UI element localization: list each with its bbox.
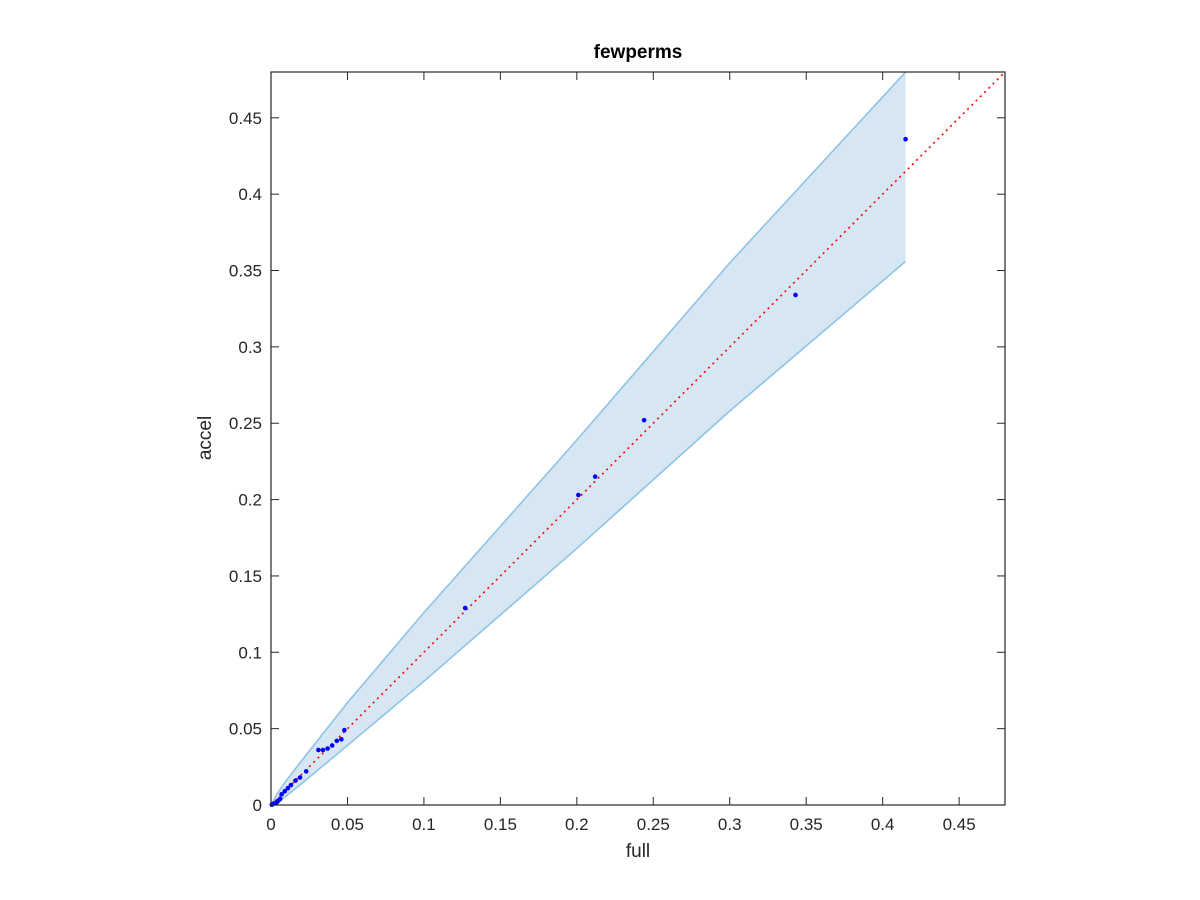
x-tick-label: 0.35 xyxy=(790,815,823,834)
data-point xyxy=(903,136,908,142)
data-point xyxy=(325,746,330,751)
y-tick-label: 0 xyxy=(253,796,262,815)
axes-frame xyxy=(270,71,1006,806)
reference-line xyxy=(270,71,1006,806)
y-axis-ticks: 0 0.05 0.1 0.15 0.2 0.25 0.3 0.35 0.4 0.45 xyxy=(229,109,1005,815)
x-axis-ticks: 0 0.05 0.1 0.15 0.2 0.25 0.3 0.35 0.4 0.45 xyxy=(266,72,976,834)
y-tick-label: 0.05 xyxy=(229,720,262,739)
y-tick-label: 0.45 xyxy=(229,109,262,128)
data-point xyxy=(303,769,309,774)
data-point xyxy=(576,492,581,498)
x-tick-label: 0.25 xyxy=(637,815,670,834)
x-tick-label: 0.15 xyxy=(484,815,517,834)
y-tick-label: 0.35 xyxy=(229,262,262,281)
data-point xyxy=(279,792,285,797)
data-point xyxy=(342,727,347,733)
plot-box xyxy=(270,71,1006,806)
data-point xyxy=(293,778,298,783)
y-axis-title: accel xyxy=(195,416,216,460)
data-point xyxy=(641,417,647,423)
y-tick-label: 0.4 xyxy=(238,185,262,204)
data-point xyxy=(320,747,326,753)
data-point xyxy=(592,474,598,479)
y-tick-label: 0.3 xyxy=(238,338,262,357)
chart-title: fewperms xyxy=(594,42,683,63)
x-tick-label: 0.4 xyxy=(871,815,895,834)
data-points xyxy=(269,136,908,807)
data-point xyxy=(285,785,291,791)
x-tick-label: 0.3 xyxy=(718,815,742,834)
x-tick-label: 0.05 xyxy=(331,815,364,834)
data-point xyxy=(316,747,321,753)
identity-line xyxy=(270,71,1006,806)
band-upper-edge xyxy=(270,71,907,806)
x-tick-label: 0.1 xyxy=(412,815,436,834)
data-point xyxy=(334,738,340,744)
x-tick-label: 0 xyxy=(266,815,275,834)
data-point xyxy=(297,775,303,780)
y-tick-label: 0.1 xyxy=(238,643,262,662)
x-tick-label: 0.45 xyxy=(943,815,976,834)
y-tick-label: 0.15 xyxy=(229,567,262,586)
y-tick-label: 0.2 xyxy=(238,491,262,510)
data-point xyxy=(793,292,798,298)
confidence-band xyxy=(270,71,907,806)
data-point xyxy=(329,743,335,748)
x-axis-title: full xyxy=(626,841,650,862)
data-point xyxy=(282,788,288,794)
band-fill xyxy=(271,72,906,805)
data-point xyxy=(462,605,468,611)
x-tick-label: 0.2 xyxy=(565,815,589,834)
data-point xyxy=(339,737,344,742)
y-tick-label: 0.25 xyxy=(229,414,262,433)
data-point xyxy=(288,782,294,788)
